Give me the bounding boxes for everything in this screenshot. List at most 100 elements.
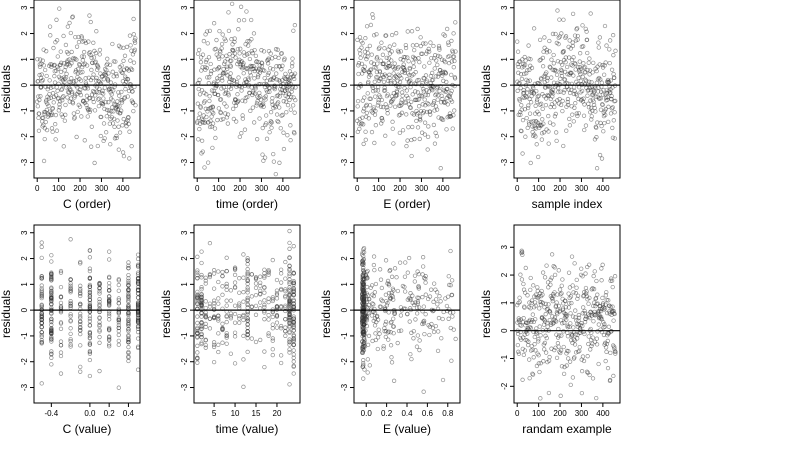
- data-point: [237, 301, 242, 306]
- data-point: [567, 301, 572, 306]
- y-tick-label: -3: [20, 383, 29, 391]
- data-point: [570, 314, 576, 319]
- data-point: [388, 343, 394, 348]
- data-point: [580, 74, 585, 79]
- data-point: [392, 311, 397, 316]
- data-point: [258, 337, 263, 343]
- x-tick-label: 300: [575, 184, 589, 193]
- data-point: [117, 130, 123, 135]
- data-point: [553, 31, 558, 37]
- data-point: [603, 358, 608, 364]
- data-point: [527, 122, 532, 127]
- data-point: [232, 285, 238, 290]
- data-point: [551, 294, 556, 299]
- data-point: [422, 275, 427, 281]
- data-point: [89, 124, 94, 129]
- data-point: [249, 48, 254, 54]
- data-point: [224, 314, 229, 319]
- data-point: [267, 130, 272, 135]
- data-point: [582, 65, 588, 70]
- data-point: [449, 88, 454, 93]
- data-point: [85, 114, 90, 119]
- data-point: [283, 329, 288, 334]
- data-point: [217, 28, 222, 34]
- data-point: [394, 93, 400, 98]
- data-point: [70, 101, 76, 106]
- data-point: [97, 291, 102, 296]
- data-point: [287, 277, 292, 282]
- data-point: [291, 359, 296, 364]
- data-point: [583, 316, 588, 322]
- data-point: [568, 46, 573, 51]
- y-tick-label: 0: [500, 328, 509, 333]
- data-point: [85, 86, 91, 91]
- data-point: [535, 94, 540, 99]
- data-point: [371, 254, 377, 259]
- data-point: [87, 292, 93, 297]
- data-point: [36, 111, 42, 116]
- data-point: [49, 291, 54, 296]
- data-point: [56, 108, 61, 113]
- data-point: [424, 109, 430, 115]
- data-point: [120, 150, 126, 155]
- data-point: [216, 331, 221, 336]
- data-point: [423, 73, 429, 78]
- data-point: [270, 67, 276, 72]
- data-point: [363, 328, 368, 333]
- data-point: [365, 50, 371, 56]
- data-point: [392, 266, 398, 271]
- data-point: [601, 113, 607, 119]
- y-tick-label: -1: [340, 107, 349, 115]
- data-point: [367, 103, 373, 108]
- data-point: [410, 124, 415, 130]
- data-point: [68, 30, 73, 36]
- data-point: [570, 283, 575, 288]
- data-point: [200, 149, 205, 154]
- data-point: [195, 289, 200, 295]
- data-point: [605, 338, 610, 344]
- data-point: [381, 79, 387, 85]
- y-axis-title: residuals: [0, 65, 13, 113]
- data-point: [371, 33, 377, 38]
- data-point: [552, 265, 557, 270]
- data-point: [361, 299, 367, 304]
- data-point: [258, 97, 263, 102]
- data-point: [96, 96, 102, 101]
- data-point: [97, 303, 102, 309]
- data-point: [593, 94, 599, 99]
- data-point: [197, 77, 202, 82]
- data-point: [437, 54, 443, 59]
- data-point: [204, 57, 209, 63]
- data-point: [602, 23, 608, 29]
- data-point: [581, 96, 586, 101]
- data-point: [128, 43, 133, 48]
- data-point: [562, 88, 567, 93]
- data-point: [536, 339, 541, 344]
- data-point: [68, 301, 73, 307]
- data-point: [547, 49, 552, 54]
- data-point: [365, 370, 370, 375]
- data-point: [594, 80, 600, 85]
- data-point: [518, 85, 523, 91]
- data-point: [413, 69, 418, 75]
- data-point: [270, 297, 275, 302]
- data-point: [279, 360, 284, 366]
- data-point: [582, 102, 587, 107]
- data-point: [77, 62, 82, 67]
- data-point: [105, 56, 110, 61]
- data-point: [361, 141, 366, 147]
- data-point: [49, 328, 54, 334]
- data-point: [68, 331, 73, 337]
- data-point: [244, 66, 250, 72]
- data-point: [237, 303, 242, 308]
- data-points: [39, 237, 141, 390]
- data-point: [518, 272, 523, 277]
- data-point: [236, 18, 242, 23]
- data-point: [84, 63, 90, 68]
- data-point: [407, 295, 412, 301]
- data-point: [70, 14, 75, 19]
- data-point: [580, 323, 585, 329]
- data-point: [39, 240, 44, 245]
- x-tick-label: 200: [393, 184, 407, 193]
